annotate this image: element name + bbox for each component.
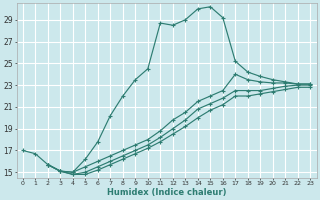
X-axis label: Humidex (Indice chaleur): Humidex (Indice chaleur) xyxy=(107,188,226,197)
